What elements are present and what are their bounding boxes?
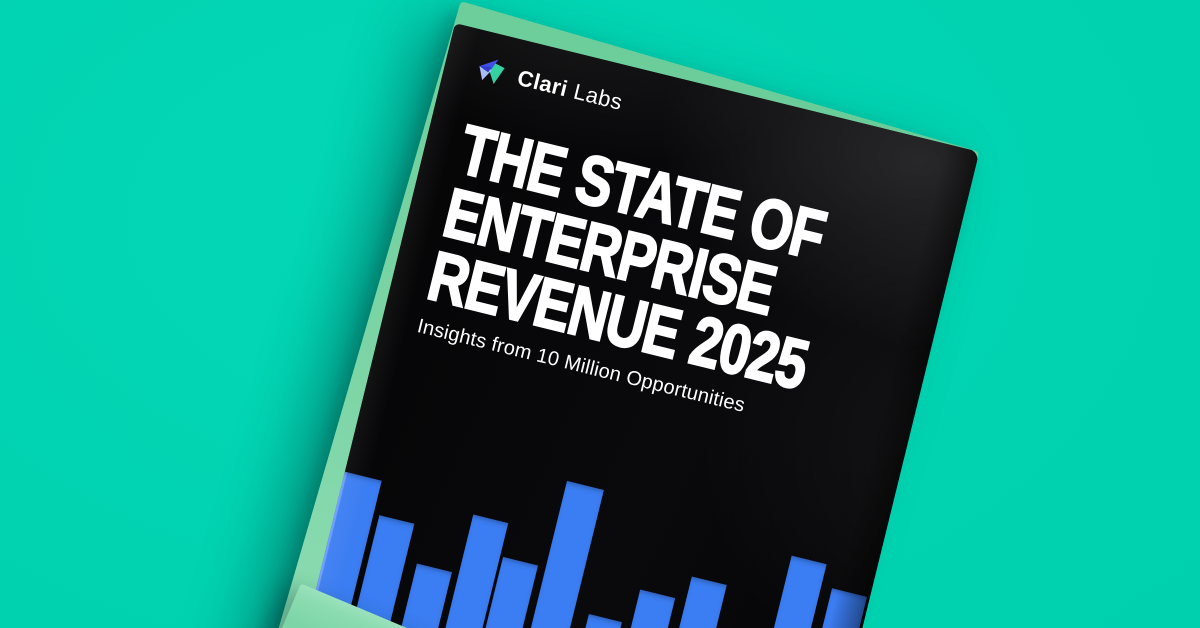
chart-bar — [570, 613, 622, 628]
clari-logo-icon — [475, 54, 513, 89]
book-cover: Clari Labs THE STATE OF ENTERPRISE REVENUE… — [268, 23, 980, 628]
clari-labs-logo: Clari Labs — [475, 54, 626, 117]
chart-bar — [613, 589, 676, 628]
chart-bar — [748, 555, 827, 628]
report-book-mockup: Clari Labs THE STATE OF ENTERPRISE REVENUE… — [184, 1, 980, 628]
chart-bar — [518, 480, 604, 628]
chart-bar — [396, 563, 452, 628]
